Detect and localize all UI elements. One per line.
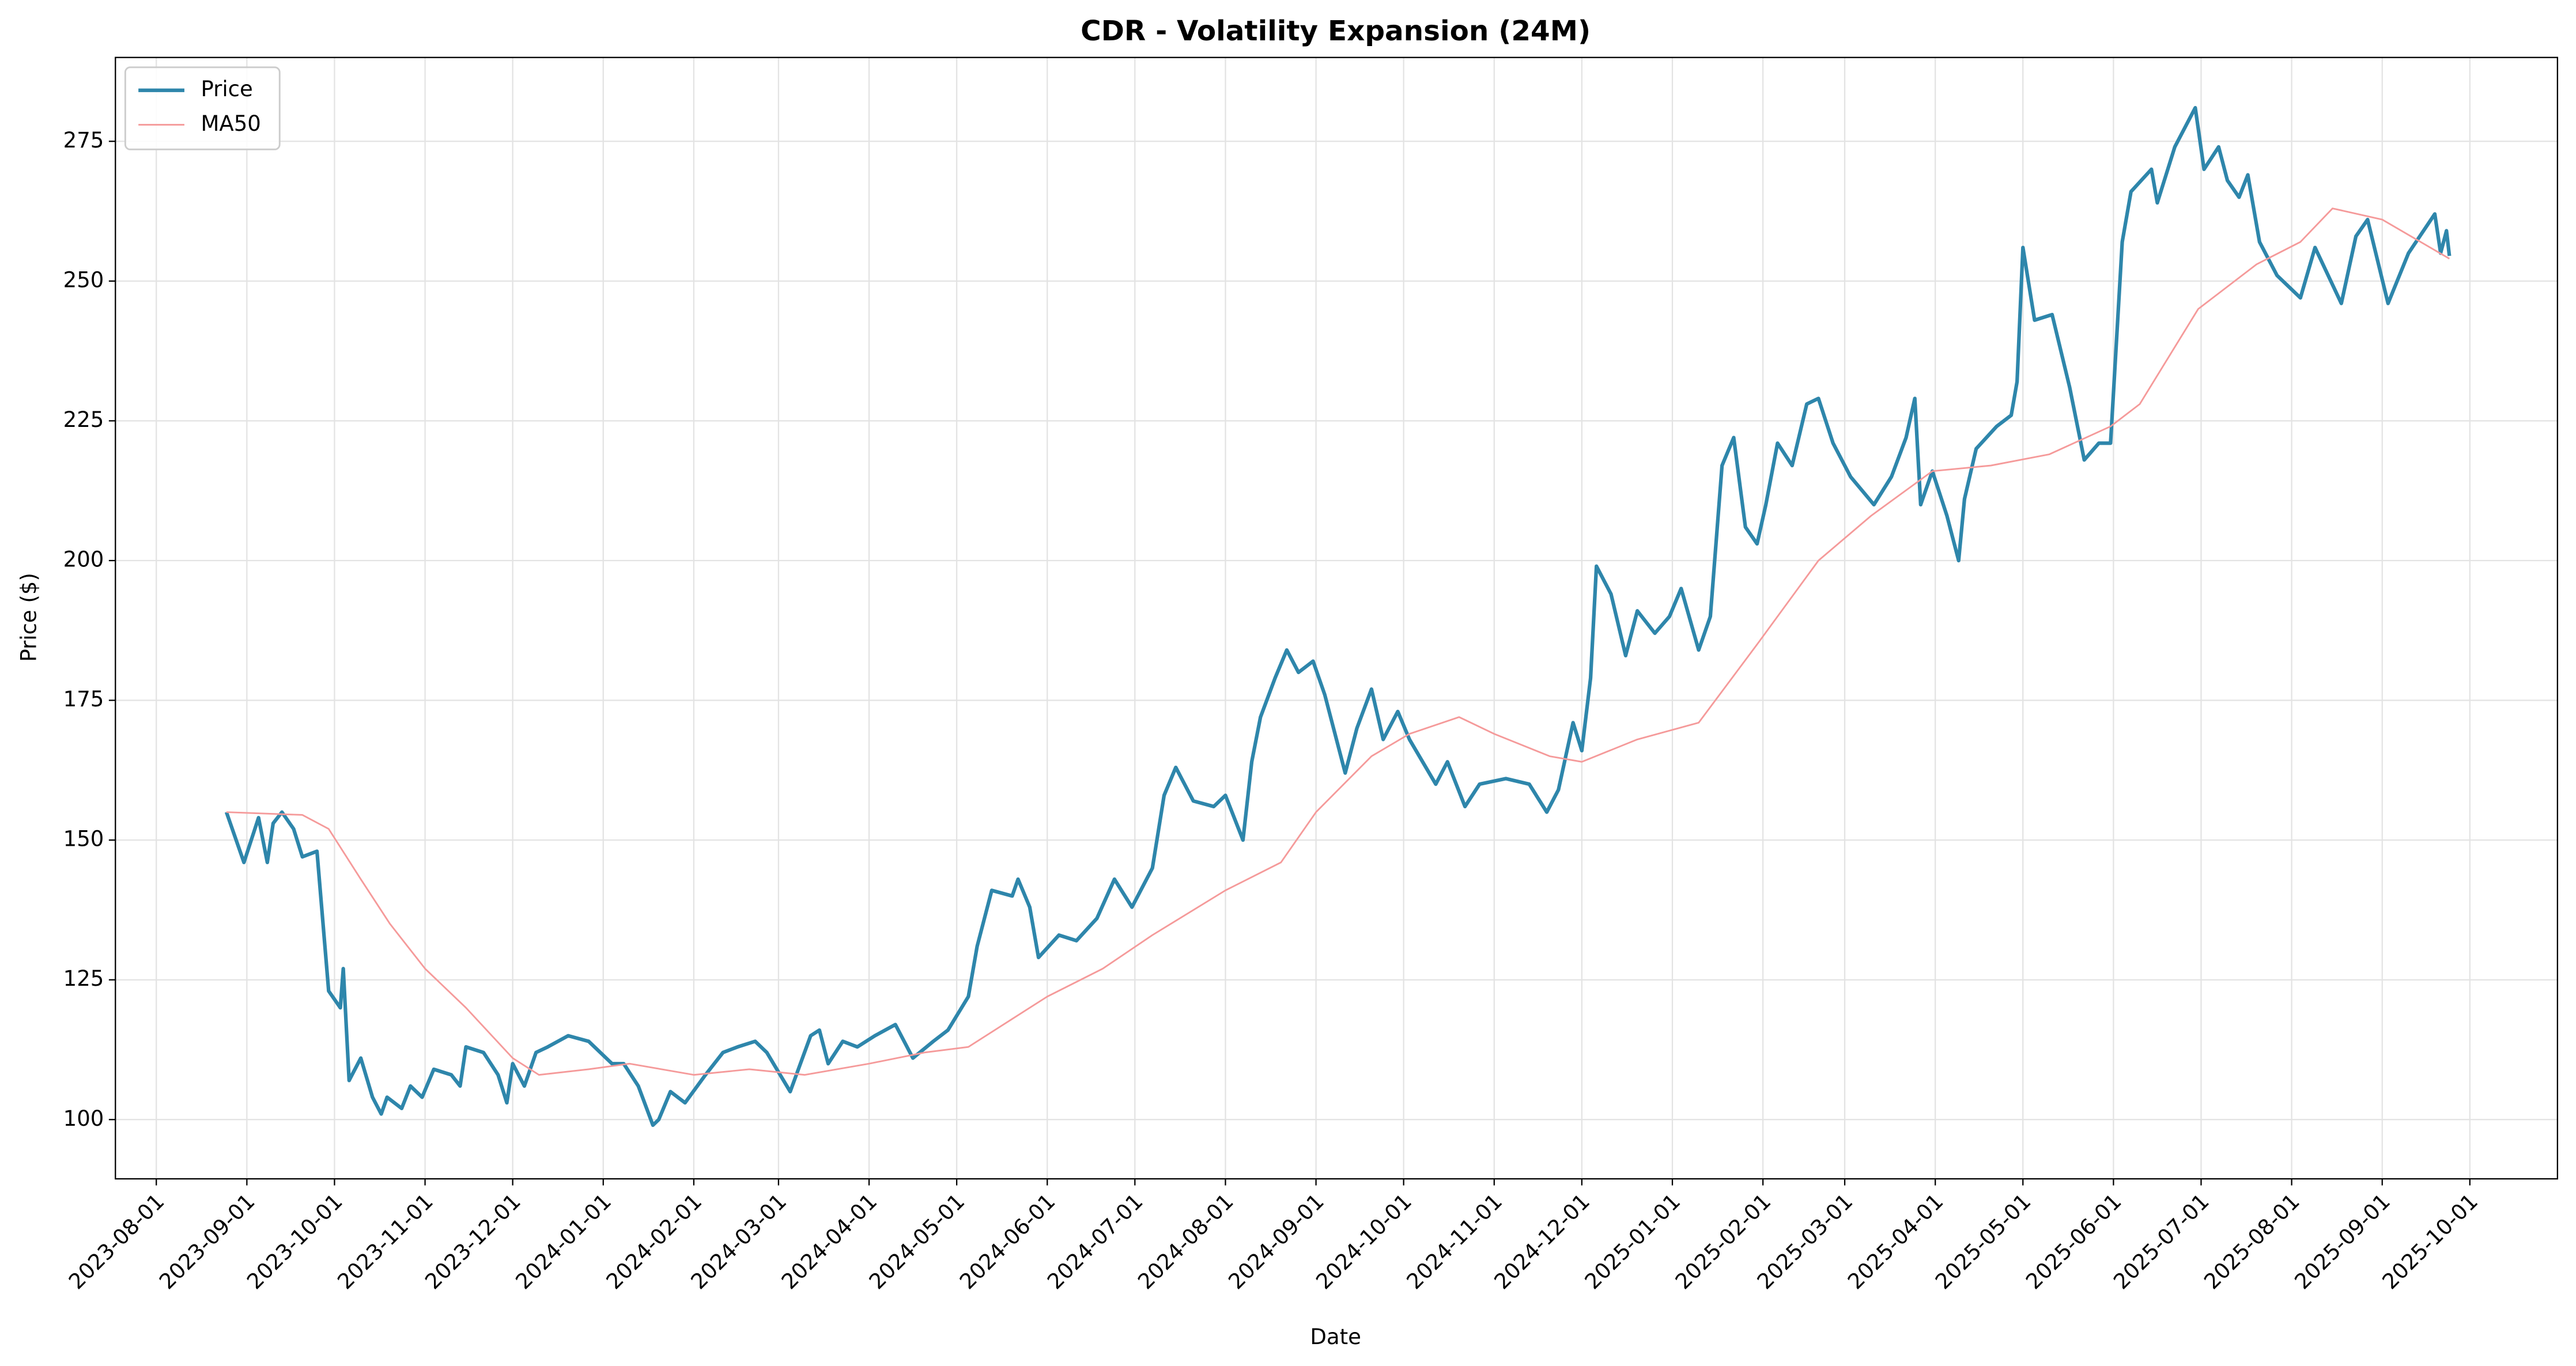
axes-frame xyxy=(115,56,2559,1180)
y-axis-label: Price ($) xyxy=(17,573,41,662)
y-tick-label: 100 xyxy=(63,1106,104,1131)
series-line xyxy=(224,105,2452,1127)
y-tick-label: 175 xyxy=(63,687,104,712)
legend-box xyxy=(124,66,281,150)
y-tick-label: 250 xyxy=(63,267,104,292)
y-tick-label: 200 xyxy=(63,547,104,572)
plot-area xyxy=(224,105,2452,1127)
series-line xyxy=(226,207,2450,1076)
legend-label: MA50 xyxy=(201,111,260,136)
y-tick-label: 125 xyxy=(63,966,104,991)
chart-title: CDR - Volatility Expansion (24M) xyxy=(1081,15,1591,47)
y-tick-label: 275 xyxy=(63,128,104,153)
grid xyxy=(115,57,2558,1179)
y-tick-label: 150 xyxy=(63,827,104,852)
y-tick-label: 225 xyxy=(63,407,104,432)
legend-label: Price xyxy=(201,77,252,101)
x-axis-label: Date xyxy=(1310,1325,1361,1349)
legend: Price MA50 xyxy=(124,66,281,150)
